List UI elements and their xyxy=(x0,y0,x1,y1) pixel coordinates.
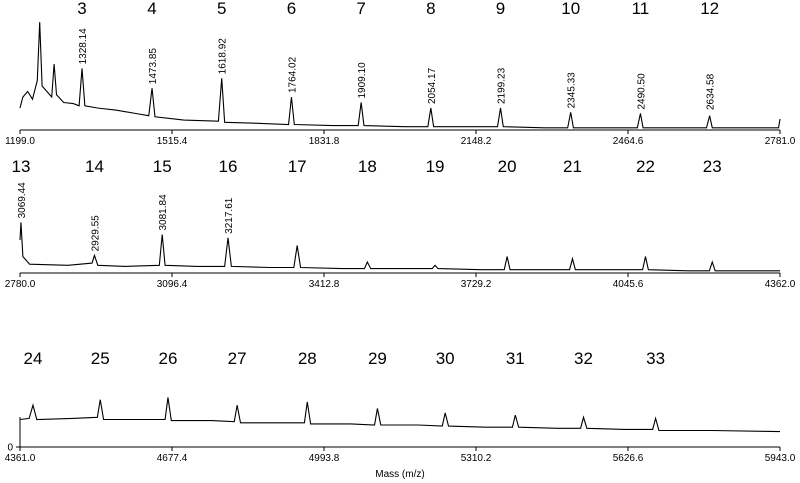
x-tick-label: 2148.2 xyxy=(461,136,492,147)
peak-number: 7 xyxy=(356,0,365,18)
peak-number: 29 xyxy=(368,349,387,368)
peak-number: 16 xyxy=(219,157,238,176)
peak-number: 3 xyxy=(77,0,86,18)
peak-number: 28 xyxy=(298,349,317,368)
spectrum-trace xyxy=(19,22,781,129)
peak-number: 21 xyxy=(563,157,582,176)
x-tick-label: 3096.4 xyxy=(157,279,188,290)
peak-number: 8 xyxy=(426,0,435,18)
x-tick-label: 1831.8 xyxy=(309,136,340,147)
x-tick-label: 4993.8 xyxy=(309,453,340,464)
peak-number: 20 xyxy=(498,157,517,176)
peak-mass-label: 3217.61 xyxy=(224,197,235,234)
x-tick-label: 1515.4 xyxy=(157,136,188,147)
peak-number: 22 xyxy=(636,157,655,176)
x-tick-label: 3729.2 xyxy=(461,279,492,290)
peak-number: 17 xyxy=(288,157,307,176)
x-axis-label: Mass (m/z) xyxy=(375,469,424,480)
x-tick-label: 2780.0 xyxy=(5,279,36,290)
peak-number: 6 xyxy=(287,0,296,18)
peak-number: 19 xyxy=(426,157,445,176)
peak-number: 23 xyxy=(703,157,722,176)
x-tick-label: 4361.0 xyxy=(5,453,36,464)
x-tick-label: 2464.6 xyxy=(613,136,644,147)
spectrum-trace xyxy=(19,397,781,433)
peak-number: 24 xyxy=(24,349,43,368)
peak-mass-label: 1473.85 xyxy=(148,48,159,85)
x-tick-label: 5626.6 xyxy=(613,453,644,464)
x-tick-label: 4045.6 xyxy=(613,279,644,290)
peak-number: 15 xyxy=(153,157,172,176)
peak-number: 18 xyxy=(358,157,377,176)
peak-number: 10 xyxy=(561,0,580,18)
spectrum-trace xyxy=(19,222,780,272)
x-tick-label: 4362.0 xyxy=(765,279,796,290)
peak-mass-label: 3069.44 xyxy=(17,182,28,219)
peak-number: 30 xyxy=(436,349,455,368)
peak-number: 33 xyxy=(646,349,665,368)
peak-mass-label: 2054.17 xyxy=(427,67,438,104)
peak-mass-label: 3081.84 xyxy=(158,194,169,231)
peak-mass-label: 2345.33 xyxy=(567,72,578,109)
peak-number: 12 xyxy=(700,0,719,18)
peak-number: 13 xyxy=(11,157,30,176)
peak-mass-label: 2199.23 xyxy=(497,67,508,104)
x-tick-label: 2781.0 xyxy=(765,136,796,147)
x-tick-label: 5310.2 xyxy=(461,453,492,464)
peak-mass-label: 1328.14 xyxy=(78,28,89,65)
peak-number: 26 xyxy=(159,349,178,368)
peak-number: 11 xyxy=(632,0,650,18)
peak-mass-label: 1618.92 xyxy=(218,38,229,75)
x-tick-label: 1199.0 xyxy=(5,136,35,147)
peak-mass-label: 1764.02 xyxy=(287,56,298,93)
peak-number: 4 xyxy=(147,0,156,18)
y-tick-label: 0 xyxy=(7,443,13,454)
peak-mass-label: 2490.50 xyxy=(636,73,647,110)
x-tick-label: 4677.4 xyxy=(157,453,188,464)
peak-number: 9 xyxy=(496,0,505,18)
peak-number: 14 xyxy=(85,157,104,176)
peak-number: 5 xyxy=(217,0,226,18)
peak-number: 25 xyxy=(91,349,110,368)
peak-mass-label: 1909.10 xyxy=(357,62,368,99)
peak-mass-label: 2634.58 xyxy=(706,73,717,110)
peak-number: 32 xyxy=(574,349,593,368)
peak-number: 31 xyxy=(506,349,525,368)
peak-number: 27 xyxy=(228,349,247,368)
x-tick-label: 3412.8 xyxy=(309,279,340,290)
peak-mass-label: 2929.55 xyxy=(90,215,101,252)
x-tick-label: 5943.0 xyxy=(765,453,796,464)
